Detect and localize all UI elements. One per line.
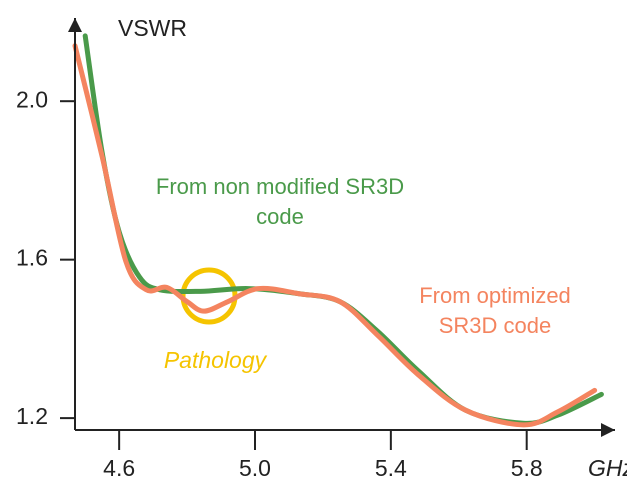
y-tick-label: 2.0 — [16, 86, 48, 112]
x-axis-label: GHz — [588, 455, 627, 481]
y-axis-label: VSWR — [118, 15, 187, 41]
x-tick-label: 5.8 — [511, 455, 543, 481]
x-arrow — [601, 423, 615, 437]
y-tick-label: 1.6 — [16, 245, 48, 271]
y-tick-label: 1.2 — [16, 403, 48, 429]
series-line — [72, 43, 598, 428]
x-tick-label: 4.6 — [103, 455, 135, 481]
y-arrow — [68, 18, 82, 32]
series-label: From non modified SR3D code — [155, 174, 405, 229]
axes: 1.2 1.6 2.0 4.6 5.0 5.4 5.8 — [16, 18, 615, 481]
series-label: From optimized SR3D code — [419, 283, 571, 338]
pathology-circle — [180, 267, 238, 325]
x-tick-label: 5.0 — [239, 455, 271, 481]
annotation: Pathology — [164, 347, 268, 373]
x-tick-label: 5.4 — [375, 455, 407, 481]
